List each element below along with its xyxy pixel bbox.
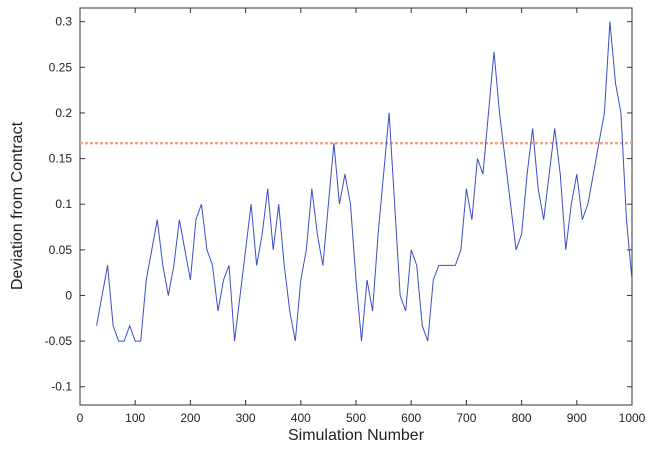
plot-frame xyxy=(79,7,633,406)
x-tick-label: 500 xyxy=(346,411,366,425)
x-tick-label: 900 xyxy=(567,411,587,425)
x-axis-title: Simulation Number xyxy=(288,427,425,444)
x-tick-label: 400 xyxy=(291,411,311,425)
y-axis-title: Deviation from Contract xyxy=(9,121,26,290)
data-line xyxy=(96,21,633,342)
x-tick-label: 700 xyxy=(456,411,476,425)
y-tick-label: 0.1 xyxy=(55,197,72,211)
x-tick-label: 300 xyxy=(236,411,256,425)
y-tick-label: 0 xyxy=(65,288,72,302)
y-tick-label: 0.3 xyxy=(55,15,72,29)
y-tick-label: 0.25 xyxy=(49,60,73,74)
y-tick-label: 0.15 xyxy=(49,152,73,166)
y-tick-label: 0.05 xyxy=(49,243,73,257)
x-tick-label: 0 xyxy=(77,411,84,425)
x-tick-label: 800 xyxy=(512,411,532,425)
x-tick-label: 100 xyxy=(125,411,145,425)
y-tick-label: -0.05 xyxy=(45,334,73,348)
y-tick-label: -0.1 xyxy=(51,380,72,394)
y-tick-label: 0.2 xyxy=(55,106,72,120)
x-tick-label: 200 xyxy=(180,411,200,425)
x-tick-label: 1000 xyxy=(619,411,646,425)
x-tick-label: 600 xyxy=(401,411,421,425)
